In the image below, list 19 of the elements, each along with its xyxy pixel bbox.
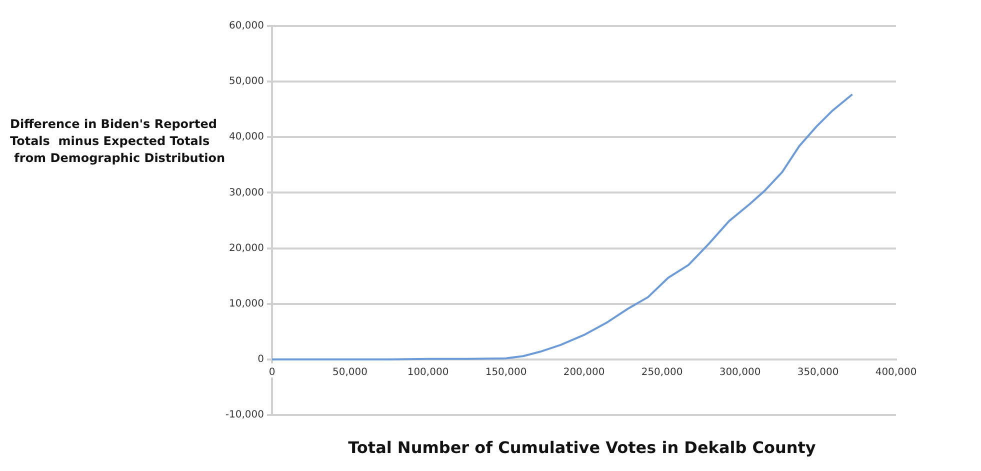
x-tick-label: 200,000 [563,367,605,378]
x-tick-label: 300,000 [719,367,761,378]
x-tick-label: 350,000 [797,367,839,378]
x-axis-title: Total Number of Cumulative Votes in Dekalb County [347,438,817,457]
x-tick-label: 250,000 [641,367,683,378]
x-tick-label: 0 [268,367,276,378]
y-tick-label: -10,000 [225,410,264,421]
y-tick-label: 60,000 [229,20,264,32]
x-tick-label: 100,000 [407,367,449,378]
y-tick-label: 20,000 [229,242,264,254]
x-tick-label: 150,000 [485,367,527,378]
y-tick-label: 50,000 [229,76,264,88]
y-tick-label: 0 [258,354,264,366]
y-tick-label: 10,000 [229,298,264,310]
y-tick-label: 30,000 [229,187,264,198]
x-tick-label: 50,000 [332,367,368,378]
x-tick-label: 400,000 [875,367,917,378]
y-tick-label: 40,000 [229,132,264,143]
y-axis-title: Difference in Biden's Reported Totals minus Expected Totals from Demographic Distribution [10,116,225,167]
